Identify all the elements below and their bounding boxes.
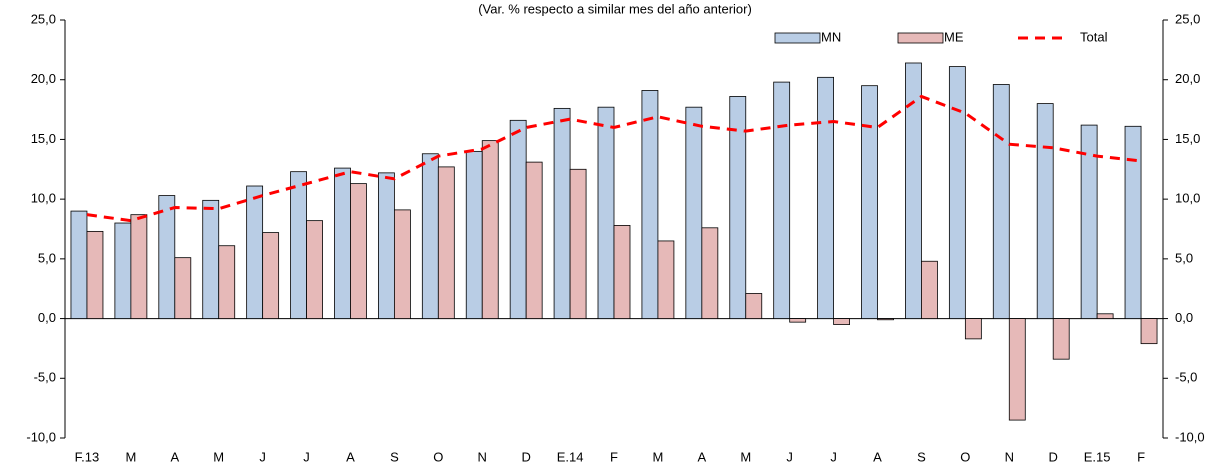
line [86,94,1142,223]
y2-tick-label: 15,0 [1175,131,1200,146]
bar [218,245,236,319]
legend-label: Total [1080,29,1108,44]
bar [745,293,763,319]
bar [86,230,104,319]
y-tick-label: 20,0 [31,71,56,86]
bar [1036,103,1054,319]
x-tick-label: N [478,449,487,464]
bar [773,81,791,319]
bar [685,106,703,319]
bar [1124,125,1142,319]
x-tick-label: A [346,449,355,464]
bar [553,107,571,319]
y2-tick-label: 10,0 [1175,191,1200,206]
bar [569,168,587,319]
legend-label: MN [821,29,841,44]
y-tick-label: -5,0 [34,370,56,385]
y2-tick-label: 20,0 [1175,71,1200,86]
bar [114,222,132,319]
bar [509,119,527,319]
bar [729,96,747,319]
legend-swatch [897,32,944,44]
bar [1008,318,1026,421]
y-tick-label: 25,0 [31,11,56,26]
x-tick-label: N [1005,449,1014,464]
bar [641,90,659,319]
x-tick-label: J [830,449,837,464]
y2-tick-label: -5,0 [1175,370,1197,385]
bar [833,318,850,325]
bar [877,318,894,321]
x-tick-label: M [213,449,224,464]
x-tick-label: M [125,449,136,464]
bar [158,195,176,319]
x-tick-label: D [1049,449,1058,464]
bar [465,150,483,319]
bar [246,185,264,319]
y2-tick-label: -10,0 [1175,429,1205,444]
x-tick-label: J [303,449,310,464]
bar [657,240,675,319]
bar [905,62,922,319]
bar [174,257,192,319]
bar [921,260,938,319]
bar [525,161,543,319]
x-tick-label: F.13 [75,449,100,464]
chart-subtitle: (Var. % respecto a similar mes del año a… [478,1,752,16]
bar [262,232,280,319]
y-tick-label: 0,0 [38,310,56,325]
y-tick-label: 5,0 [38,250,56,265]
x-tick-label: M [652,449,663,464]
y-tick-label: 15,0 [31,131,56,146]
bar [964,318,982,340]
bar [481,140,499,319]
bar [437,166,455,319]
bar [421,153,439,319]
bar [393,209,411,319]
x-tick-label: E.15 [1084,449,1111,464]
bar [1096,313,1114,319]
bar [1052,318,1070,360]
y2-tick-label: 25,0 [1175,11,1200,26]
x-tick-label: J [786,449,793,464]
y2-tick-label: 5,0 [1175,250,1193,265]
bar [701,227,719,319]
bar [306,220,323,319]
bar [290,171,307,319]
x-tick-label: S [390,449,399,464]
x-tick-label: D [521,449,530,464]
bar [613,225,631,319]
bar [70,210,88,319]
legend-label: ME [944,29,964,44]
y2-tick-label: 0,0 [1175,310,1193,325]
bar [130,214,148,319]
bar [817,76,834,319]
x-tick-label: J [259,449,266,464]
bar [334,167,351,319]
bar [948,66,966,319]
y-tick-label: -10,0 [26,429,56,444]
y-tick-label: 10,0 [31,191,56,206]
bar [789,318,807,323]
bar [861,85,878,319]
bar [1140,318,1158,345]
x-tick-label: O [960,449,970,464]
x-tick-label: F [610,449,618,464]
x-tick-label: M [740,449,751,464]
x-tick-label: E.14 [557,449,584,464]
x-tick-label: F [1137,449,1145,464]
bar [350,183,367,319]
bar [992,84,1010,319]
bar [202,199,220,319]
bar [1080,124,1098,319]
x-tick-label: O [433,449,443,464]
bar [597,106,615,319]
x-tick-label: A [698,449,707,464]
x-tick-label: S [917,449,926,464]
x-tick-label: A [170,449,179,464]
legend-swatch [774,32,821,44]
bar [377,172,395,319]
x-tick-label: A [873,449,882,464]
